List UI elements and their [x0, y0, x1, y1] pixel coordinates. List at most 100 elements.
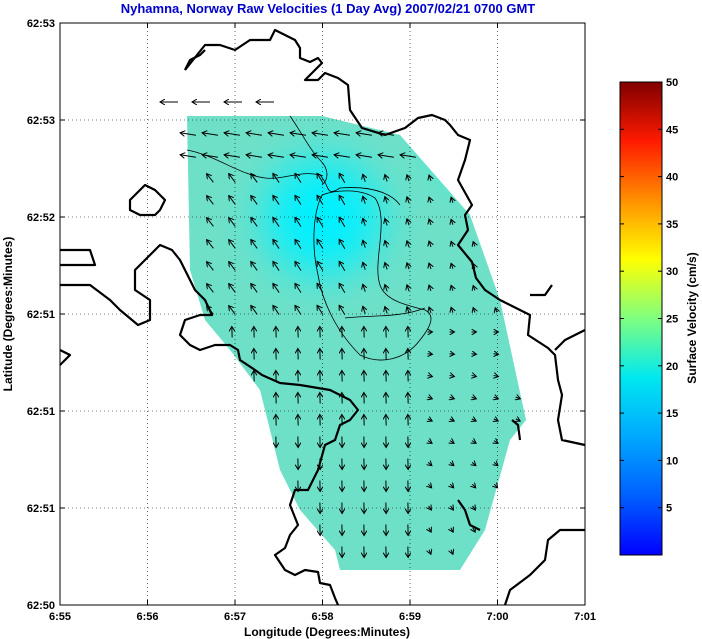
contour-line — [313, 190, 432, 361]
velocity-arrow — [273, 217, 280, 227]
velocity-arrow — [339, 305, 346, 315]
velocity-arrow — [180, 155, 196, 157]
velocity-arrow — [429, 175, 431, 182]
velocity-arrow — [429, 197, 431, 204]
velocity-arrow — [356, 155, 372, 157]
velocity-arrow — [451, 307, 453, 312]
velocity-arrow — [317, 217, 324, 227]
velocity-arrow — [429, 528, 431, 532]
coastline-segment — [59, 349, 72, 366]
velocity-arrow — [312, 155, 328, 157]
velocity-arrow — [473, 506, 476, 510]
velocity-arrow — [251, 240, 258, 249]
velocity-arrow — [229, 196, 236, 205]
velocity-arrow — [229, 284, 236, 293]
colorbar-gradient — [620, 82, 662, 555]
velocity-arrow — [407, 263, 409, 270]
velocity-arrow — [207, 284, 214, 293]
velocity-arrow — [451, 241, 453, 246]
velocity-arrow — [363, 262, 366, 270]
velocity-arrow — [207, 196, 214, 205]
velocity-arrow — [451, 550, 453, 555]
velocity-arrow — [229, 240, 236, 249]
coastline-segment — [554, 329, 586, 351]
chart-title: Nyhamna, Norway Raw Velocities (1 Day Av… — [121, 1, 536, 16]
velocity-arrow — [290, 155, 306, 157]
x-tick-label: 7:00 — [486, 611, 508, 623]
velocity-arrow — [251, 218, 258, 227]
velocity-arrow — [472, 462, 476, 465]
velocity-arrow — [451, 528, 453, 532]
velocity-arrow — [273, 173, 280, 183]
velocity-arrow — [268, 133, 284, 135]
y-tick-label: 62:53 — [27, 115, 55, 127]
y-tick-label: 62:51 — [27, 503, 55, 515]
velocity-arrow — [473, 528, 475, 532]
velocity-arrow — [450, 375, 455, 376]
velocity-arrow — [407, 307, 409, 314]
velocity-arrow — [312, 133, 328, 135]
velocity-arrow — [180, 133, 196, 135]
velocity-arrow — [451, 219, 453, 224]
velocity-arrow — [356, 133, 372, 135]
velocity-arrow — [400, 155, 416, 157]
velocity-arrow — [378, 133, 394, 135]
velocity-arrow — [334, 133, 350, 135]
x-tick-label: 7:01 — [574, 611, 596, 623]
velocity-arrow — [251, 174, 258, 183]
contour-line — [344, 307, 426, 319]
colorbar-tick-label: 50 — [666, 77, 678, 89]
coastline-segment — [530, 284, 553, 297]
velocity-arrow — [229, 174, 236, 183]
velocity-arrow — [428, 375, 433, 376]
velocity-arrow — [385, 197, 387, 204]
y-tick-label: 62:50 — [27, 600, 55, 612]
velocity-arrow — [363, 174, 366, 182]
velocity-arrow — [494, 419, 498, 421]
velocity-arrow — [385, 241, 387, 248]
contour-line — [289, 115, 328, 186]
velocity-arrow — [385, 285, 387, 292]
velocity-arrow — [450, 419, 454, 421]
velocity-arrow — [363, 218, 366, 226]
velocity-arrow — [363, 196, 366, 204]
coastline-segment — [128, 183, 167, 217]
coastline-segment — [184, 28, 586, 447]
velocity-arrow — [295, 173, 302, 183]
velocity-arrow — [251, 284, 258, 293]
colorbar-tick-label: 5 — [666, 503, 672, 515]
coastline-segment — [511, 419, 522, 441]
velocity-arrow — [317, 195, 324, 205]
velocity-arrow — [229, 306, 236, 315]
velocity-arrow — [251, 306, 258, 315]
coastline-segment — [503, 528, 585, 606]
velocity-arrow — [268, 155, 284, 157]
velocity-arrow — [334, 155, 350, 157]
y-tick-label: 62:51 — [27, 309, 55, 321]
velocity-arrow — [339, 195, 346, 205]
velocity-arrow — [224, 133, 240, 135]
velocity-arrow — [429, 241, 431, 248]
velocity-arrow — [385, 307, 387, 314]
velocity-arrow — [429, 285, 431, 292]
velocity-arrow — [429, 219, 431, 226]
velocity-arrow — [428, 484, 431, 488]
velocity-arrow — [472, 375, 477, 376]
velocity-arrow — [450, 462, 454, 465]
x-axis-label: Longitude (Degrees:Minutes) — [244, 625, 410, 639]
velocity-arrow — [363, 284, 366, 292]
velocity-arrow — [207, 306, 214, 315]
velocity-arrow — [451, 506, 454, 510]
colorbar-ticks: 5 10 15 20 25 30 35 40 45 50 — [620, 77, 678, 515]
velocity-arrow — [450, 441, 454, 444]
velocity-arrow — [317, 239, 324, 249]
velocity-arrow — [494, 397, 499, 399]
velocity-arrow — [273, 283, 280, 293]
velocity-arrow — [494, 462, 498, 465]
velocity-arrow — [473, 264, 475, 269]
velocity-arrow — [273, 305, 280, 315]
velocity-arrow — [273, 195, 280, 205]
colorbar: 5 10 15 20 25 30 35 40 45 50 Surface Velocity (cm… — [619, 77, 699, 556]
velocity-arrow — [451, 197, 453, 202]
velocity-arrow — [273, 261, 280, 271]
